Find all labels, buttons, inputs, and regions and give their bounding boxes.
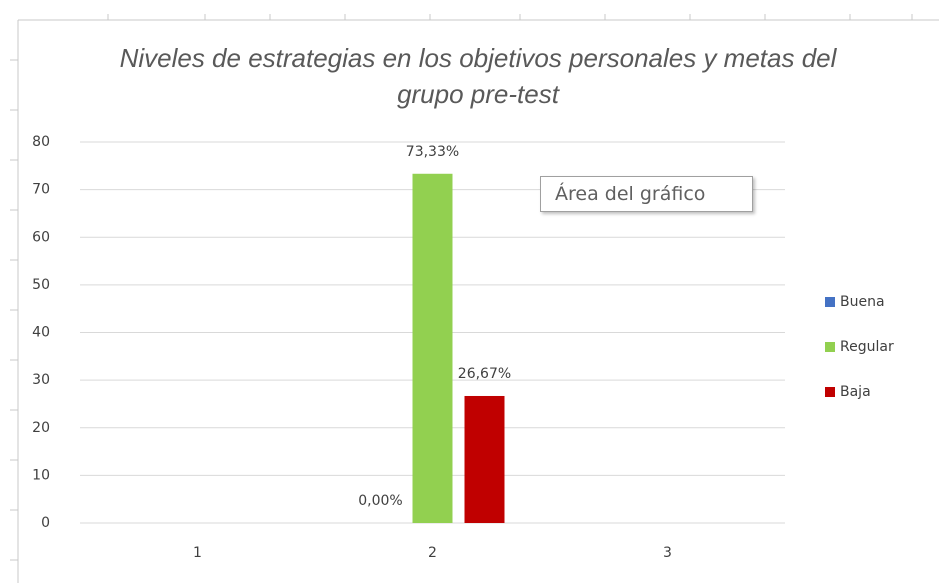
data-label: 0,00%	[358, 493, 402, 509]
data-label: 73,33%	[406, 144, 459, 160]
chart-title: Niveles de estrategias en los objetivos …	[119, 43, 837, 109]
ruler	[10, 14, 939, 583]
x-tick-label: 3	[663, 545, 672, 561]
legend-label: Buena	[840, 294, 885, 310]
y-tick-label: 0	[41, 515, 50, 531]
legend-swatch	[825, 387, 835, 397]
y-tick-label: 80	[32, 134, 50, 150]
y-tick-label: 10	[32, 467, 50, 483]
legend-swatch	[825, 297, 835, 307]
data-label: 26,67%	[458, 366, 511, 382]
bar	[412, 173, 453, 523]
x-tick-label: 1	[193, 545, 202, 561]
y-tick-label: 50	[32, 277, 50, 293]
tooltip: Área del gráfico	[540, 176, 753, 212]
x-tick-label: 2	[428, 545, 437, 561]
legend-label: Regular	[840, 339, 894, 355]
y-tick-label: 40	[32, 325, 50, 341]
bar	[464, 395, 505, 523]
y-tick-label: 60	[32, 229, 50, 245]
legend-swatch	[825, 342, 835, 352]
legend-label: Baja	[840, 384, 871, 400]
y-tick-label: 20	[32, 420, 50, 436]
y-tick-label: 70	[32, 182, 50, 198]
y-tick-label: 30	[32, 372, 50, 388]
